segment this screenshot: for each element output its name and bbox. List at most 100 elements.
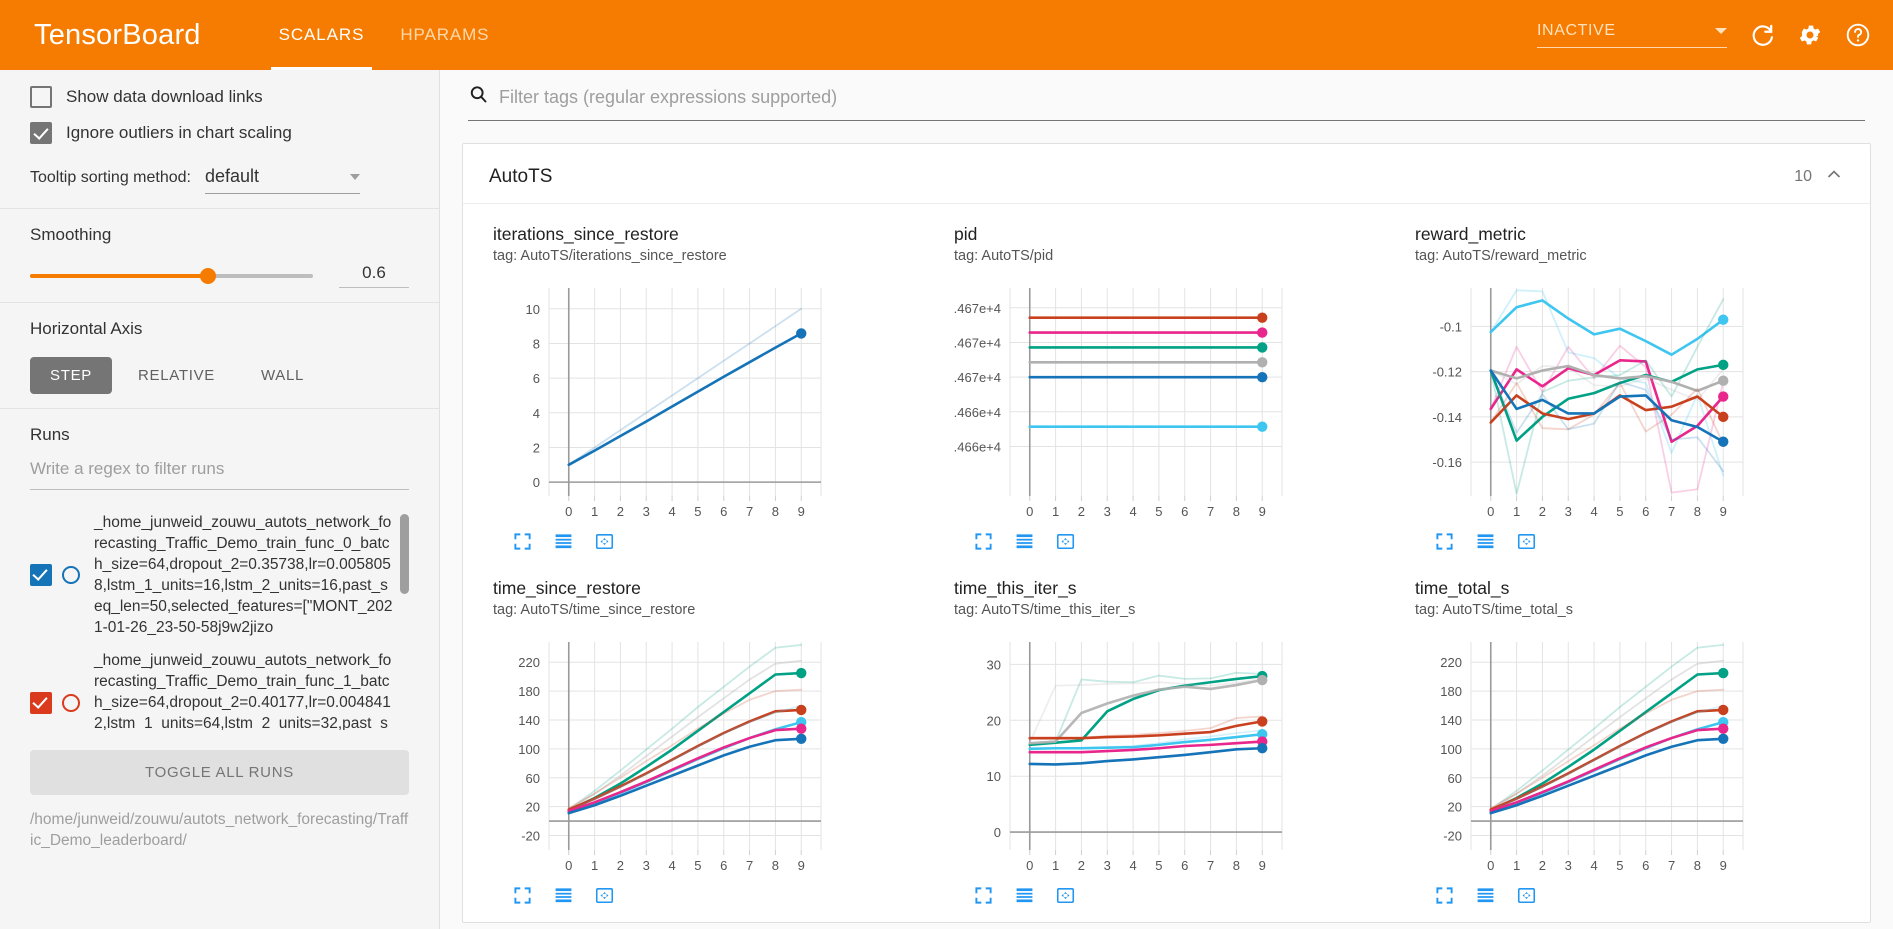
- charts-grid: iterations_since_restore tag: AutoTS/iter…: [463, 204, 1870, 922]
- chart-plot[interactable]: 2.466e+4 2.466e+4 2.467e+4 2.467e+4 2.467e+4…: [954, 276, 1379, 526]
- chart-plot[interactable]: 0 2 4 6 8 10 0 1 2 3 4 5 6 7 8 9: [493, 276, 918, 526]
- run-checkbox[interactable]: [30, 691, 52, 714]
- y-axis-tick-label: 2.467e+4: [954, 301, 1001, 316]
- ignore-outliers-checkbox[interactable]: [30, 122, 52, 144]
- tag-filter-bar[interactable]: Filter tags (regular expressions support…: [468, 84, 1865, 121]
- data-table-icon[interactable]: [1015, 886, 1034, 905]
- fit-domain-icon[interactable]: [1056, 532, 1075, 551]
- fullscreen-icon[interactable]: [974, 532, 993, 551]
- show-download-links-row[interactable]: Show data download links: [30, 86, 409, 108]
- fit-domain-icon[interactable]: [1056, 886, 1075, 905]
- x-axis-tick-label: 4: [1129, 504, 1136, 519]
- axis-button-wall[interactable]: WALL: [261, 367, 305, 384]
- y-axis-tick-label: -0.1: [1440, 319, 1462, 334]
- x-axis-tick-label: 6: [720, 504, 727, 519]
- horizontal-axis-heading: Horizontal Axis: [30, 319, 143, 338]
- x-axis-tick-label: 6: [1181, 858, 1188, 873]
- data-table-icon[interactable]: [554, 532, 573, 551]
- smoothing-slider-knob[interactable]: [200, 267, 217, 284]
- chart-series-line: [1028, 746, 1264, 766]
- chart-series-endpoint: [1257, 327, 1268, 338]
- chart-tag: tag: AutoTS/reward_metric: [1415, 248, 1587, 264]
- chart-series-line: [1489, 688, 1725, 810]
- ignore-outliers-row[interactable]: Ignore outliers in chart scaling: [30, 122, 409, 144]
- smoothing-slider[interactable]: [30, 267, 313, 284]
- data-table-icon[interactable]: [554, 886, 573, 905]
- tag-filter-input[interactable]: Filter tags (regular expressions support…: [499, 86, 838, 107]
- refresh-icon[interactable]: [1749, 22, 1775, 48]
- chart-tag: tag: AutoTS/pid: [954, 248, 1054, 264]
- axis-button-step[interactable]: STEP: [30, 357, 112, 394]
- chart-card: reward_metric tag: AutoTS/reward_metric -0…: [1397, 210, 1858, 564]
- chart-series-line: [1028, 671, 1264, 746]
- run-radio[interactable]: [62, 693, 80, 712]
- y-axis-tick-label: -0.14: [1432, 410, 1462, 425]
- run-status-dropdown[interactable]: INACTIVE: [1537, 22, 1727, 48]
- x-axis-tick-label: 7: [1668, 504, 1675, 519]
- x-axis-tick-label: 2: [617, 504, 624, 519]
- fullscreen-icon[interactable]: [974, 886, 993, 905]
- tab-hparams[interactable]: HPARAMS: [400, 25, 490, 44]
- run-checkbox[interactable]: [30, 564, 52, 586]
- chart-plot[interactable]: -20 20 60 100 140 180 220 0 1 2 3 4 5 6 7 8 9: [493, 630, 918, 880]
- data-table-icon[interactable]: [1476, 532, 1495, 551]
- smoothing-value-input[interactable]: 0.6: [339, 263, 409, 288]
- chart-series-endpoint: [1718, 723, 1729, 734]
- chart-plot[interactable]: 0 10 20 30 0 1 2 3 4 5 6 7 8 9: [954, 630, 1379, 880]
- axis-button-relative[interactable]: RELATIVE: [137, 367, 215, 384]
- data-table-icon[interactable]: [1015, 532, 1034, 551]
- data-table-icon[interactable]: [1476, 886, 1495, 905]
- chart-series-line: [1489, 365, 1725, 401]
- x-axis-tick-label: 7: [746, 504, 753, 519]
- y-axis-tick-label: 60: [526, 771, 540, 786]
- tag-group-header[interactable]: AutoTS 10: [463, 144, 1870, 204]
- y-axis-tick-label: 140: [1440, 713, 1462, 728]
- show-download-links-checkbox[interactable]: [30, 86, 52, 108]
- chart-series-line: [567, 704, 803, 812]
- chart-series-line: [567, 643, 803, 811]
- runs-list[interactable]: _home_junweid_zouwu_autots_network_forec…: [30, 512, 409, 730]
- x-axis-tick-label: 2: [1078, 504, 1085, 519]
- chart-series-line: [1028, 732, 1264, 751]
- x-axis-tick-label: 0: [565, 858, 572, 873]
- list-item[interactable]: _home_junweid_zouwu_autots_network_forec…: [30, 512, 395, 638]
- chart-plot[interactable]: -0.16 -0.14 -0.12 -0.1 0 1 2 3 4 5 6 7 8 9: [1415, 276, 1840, 526]
- chart-series-line: [1489, 643, 1725, 811]
- chart-series-line: [1028, 678, 1264, 745]
- chevron-up-icon[interactable]: [1824, 164, 1844, 189]
- chart-series-endpoint: [1257, 357, 1268, 368]
- chart-series-line: [1489, 359, 1725, 444]
- chart-series-line: [1489, 704, 1725, 812]
- fit-domain-icon[interactable]: [1517, 532, 1536, 551]
- toggle-all-runs-button[interactable]: TOGGLE ALL RUNS: [30, 750, 409, 795]
- help-icon[interactable]: [1845, 22, 1871, 48]
- smoothing-section: Smoothing 0.6: [0, 209, 439, 303]
- chevron-down-icon: [1715, 28, 1727, 34]
- fullscreen-icon[interactable]: [513, 886, 532, 905]
- fullscreen-icon[interactable]: [1435, 532, 1454, 551]
- x-axis-tick-label: 3: [1565, 504, 1572, 519]
- gear-icon[interactable]: [1797, 22, 1823, 48]
- fit-domain-icon[interactable]: [595, 532, 614, 551]
- chart-plot[interactable]: -20 20 60 100 140 180 220 0 1 2 3 4 5 6 7 8 9: [1415, 630, 1840, 880]
- x-axis-tick-label: 5: [1616, 504, 1623, 519]
- run-radio[interactable]: [62, 566, 80, 584]
- x-axis-tick-label: 6: [1642, 504, 1649, 519]
- chart-card: time_total_s tag: AutoTS/time_total_s -20 2…: [1397, 564, 1858, 918]
- runs-heading: Runs: [30, 425, 70, 444]
- x-axis-tick-label: 3: [643, 858, 650, 873]
- runs-filter-input[interactable]: Write a regex to filter runs: [30, 459, 409, 490]
- chart-series-line: [1489, 363, 1725, 442]
- tab-scalars[interactable]: SCALARS: [261, 0, 383, 70]
- tooltip-sorting-select[interactable]: default: [204, 166, 360, 194]
- runs-list-scrollbar[interactable]: [400, 514, 409, 594]
- fullscreen-icon[interactable]: [1435, 886, 1454, 905]
- chart-series-line: [1489, 659, 1725, 812]
- list-item[interactable]: _home_junweid_zouwu_autots_network_forec…: [30, 650, 395, 730]
- chart-series-endpoint: [1257, 421, 1268, 432]
- smoothing-slider-fill: [30, 273, 209, 278]
- chart-series-endpoint: [1257, 674, 1268, 686]
- fit-domain-icon[interactable]: [595, 886, 614, 905]
- fullscreen-icon[interactable]: [513, 532, 532, 551]
- fit-domain-icon[interactable]: [1517, 886, 1536, 905]
